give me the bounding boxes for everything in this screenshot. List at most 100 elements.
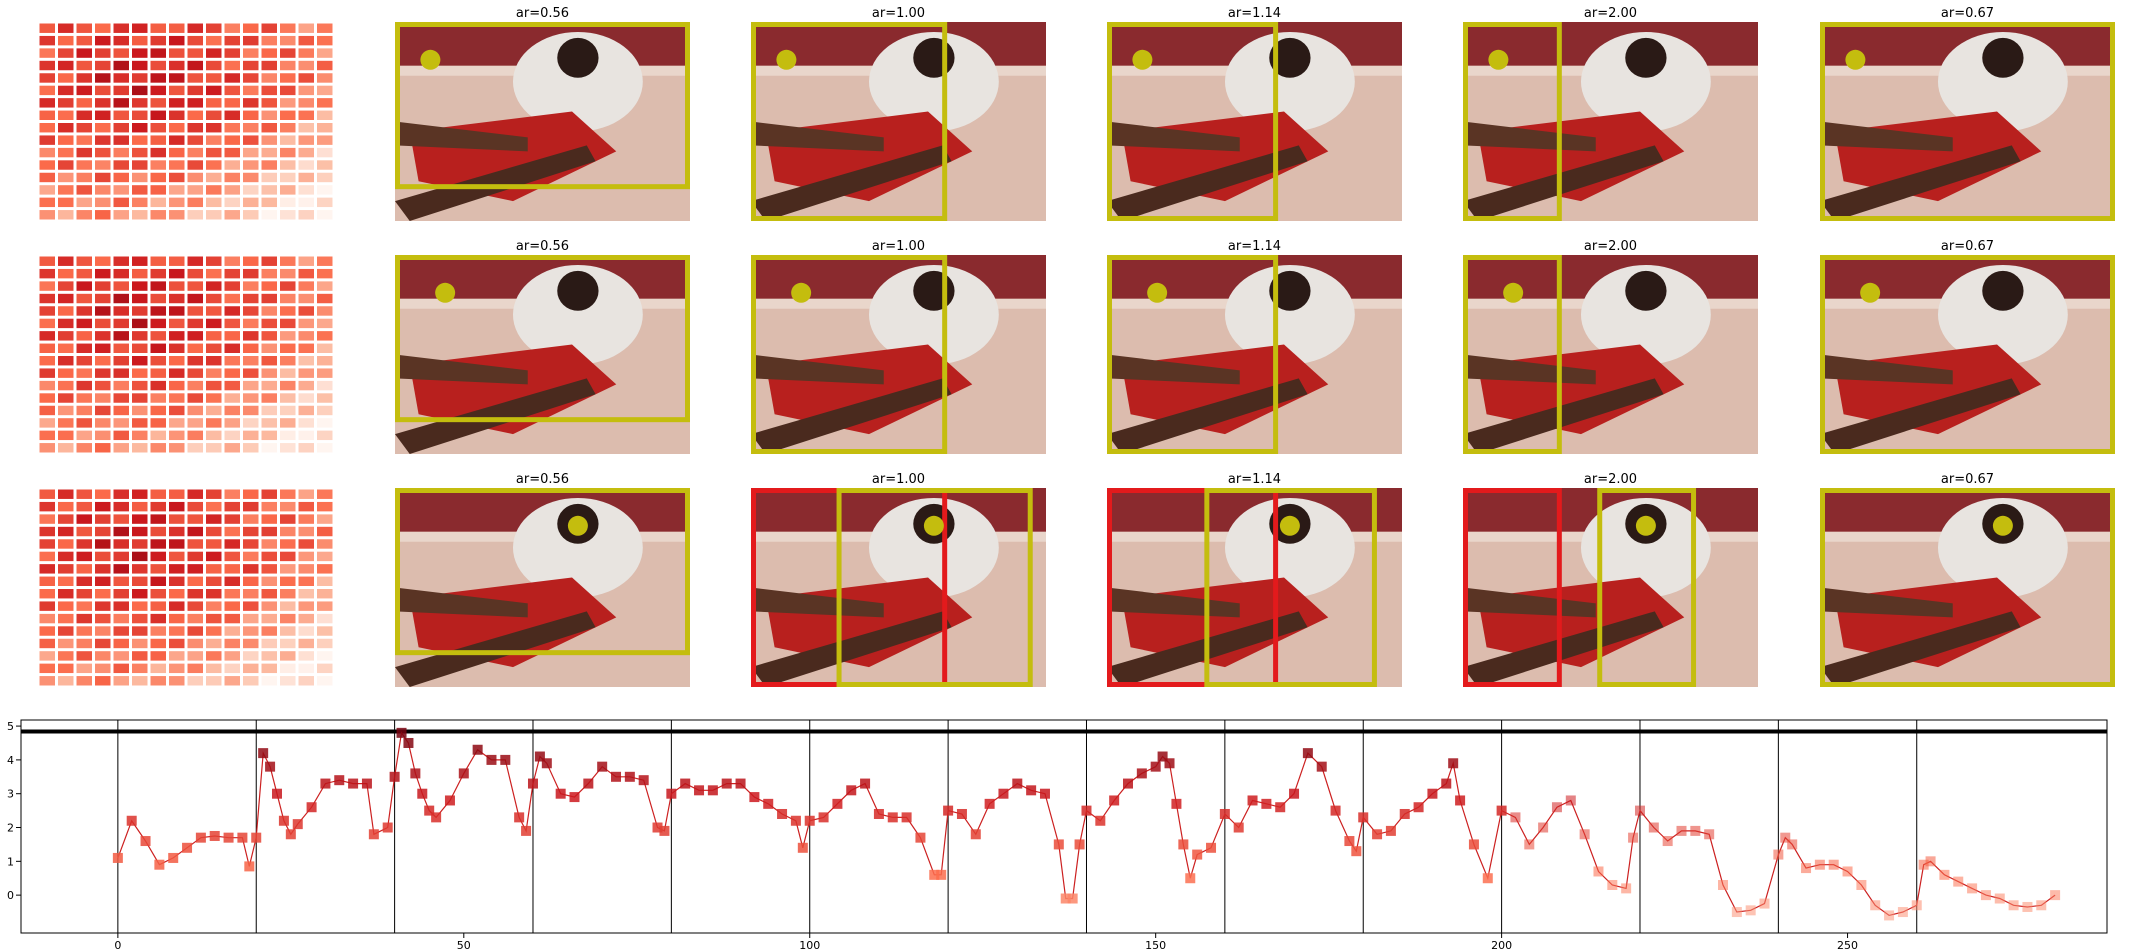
marker: [265, 761, 276, 772]
heatmap-cell: [317, 551, 333, 562]
heatmap-cell: [95, 48, 111, 58]
heatmap: [39, 23, 333, 220]
heatmap-cell: [76, 393, 92, 403]
heatmap-cell: [261, 85, 277, 96]
heatmap-cell: [113, 418, 129, 428]
focus-point: [923, 515, 944, 536]
heatmap-cell: [76, 73, 92, 83]
heatmap-cell: [224, 268, 240, 279]
heatmap-cell: [317, 197, 333, 208]
heatmap-cell: [169, 551, 185, 562]
heatmap-cell: [243, 393, 259, 403]
photo-arm: [395, 587, 528, 618]
heatmap-cell: [298, 430, 314, 441]
heatmap-cell: [317, 98, 333, 108]
heatmap-cell: [113, 35, 129, 46]
heatmap-cell: [206, 601, 222, 611]
heatmap-cell: [95, 172, 111, 183]
x-tick-label: 0: [114, 939, 121, 952]
heatmap-cell: [169, 539, 185, 549]
heatmap-cell: [113, 651, 129, 661]
heatmap-cell: [261, 443, 277, 453]
marker: [659, 825, 670, 836]
heatmap-cell: [132, 514, 148, 524]
heatmap-cell: [317, 331, 333, 341]
heatmap-cell: [76, 676, 92, 686]
heatmap-cell: [187, 98, 203, 108]
marker: [1496, 805, 1507, 816]
heatmap-cell: [76, 489, 92, 499]
crop-box: [1463, 255, 1562, 454]
heatmap-cell: [132, 268, 148, 279]
marker: [1538, 822, 1549, 833]
heatmap-cell: [224, 85, 240, 96]
heatmap-cell: [317, 318, 333, 329]
marker: [527, 778, 538, 789]
heatmap-cell: [261, 172, 277, 183]
heatmap-cell: [243, 551, 259, 562]
heatmap-cell: [187, 405, 203, 416]
heatmap-cell: [317, 356, 333, 366]
heatmap-cell: [298, 601, 314, 611]
marker: [1157, 751, 1168, 762]
heatmap-cell: [298, 514, 314, 524]
heatmap-cell: [150, 663, 166, 674]
heatmap-cell: [243, 210, 259, 220]
heatmap-cell: [243, 514, 259, 524]
heatmap-cell: [58, 318, 74, 329]
heatmap-cell: [95, 85, 111, 96]
heatmap-cell: [224, 651, 240, 661]
marker: [1330, 805, 1341, 816]
marker: [860, 778, 871, 789]
marker: [1178, 839, 1189, 850]
heatmap-cell: [150, 564, 166, 574]
heatmap-cell: [58, 489, 74, 499]
heatmap-cell: [298, 405, 314, 416]
heatmap-cell: [187, 268, 203, 279]
panel-title: ar=0.56: [516, 472, 569, 487]
y-tick-label: 5: [7, 720, 14, 733]
heatmap-cell: [95, 663, 111, 674]
marker: [1247, 795, 1258, 806]
heatmap-cell: [58, 368, 74, 378]
heatmap-cell: [224, 293, 240, 304]
heatmap-cell: [39, 663, 55, 674]
heatmap-cell: [132, 331, 148, 341]
marker: [258, 748, 269, 759]
heatmap-cell: [132, 48, 148, 58]
heatmap-cell: [243, 110, 259, 120]
heatmap-cell: [261, 73, 277, 83]
heatmap-cell: [206, 281, 222, 291]
heatmap-cell: [261, 589, 277, 599]
photo-leg: [395, 378, 596, 454]
marker: [1842, 866, 1853, 877]
heatmap-cell: [58, 356, 74, 366]
heatmap-cell: [58, 564, 74, 574]
heatmap-cell: [132, 663, 148, 674]
heatmap-cell: [243, 539, 259, 549]
heatmap-cell: [39, 539, 55, 549]
heatmap-cell: [261, 489, 277, 499]
heatmap-cell: [206, 268, 222, 279]
panel-title: ar=1.14: [1228, 472, 1281, 487]
heatmap-cell: [243, 663, 259, 674]
heatmap-cell: [76, 281, 92, 291]
marker: [1171, 798, 1182, 809]
heatmap-cell: [76, 23, 92, 33]
heatmap-cell: [317, 343, 333, 353]
heatmap-cell: [243, 613, 259, 624]
heatmap-cell: [224, 393, 240, 403]
heatmap-cell: [76, 318, 92, 329]
marker: [1192, 849, 1203, 860]
marker: [292, 819, 303, 830]
heatmap-cell: [187, 356, 203, 366]
heatmap-cell: [280, 60, 296, 71]
heatmap-cell: [95, 443, 111, 453]
heatmap-cell: [76, 613, 92, 624]
heatmap-cell: [132, 601, 148, 611]
heatmap-cell: [243, 443, 259, 453]
heatmap-cell: [150, 123, 166, 133]
heatmap-cell: [132, 73, 148, 83]
photo-player-white: [1581, 264, 1711, 365]
heatmap-cell: [150, 331, 166, 341]
